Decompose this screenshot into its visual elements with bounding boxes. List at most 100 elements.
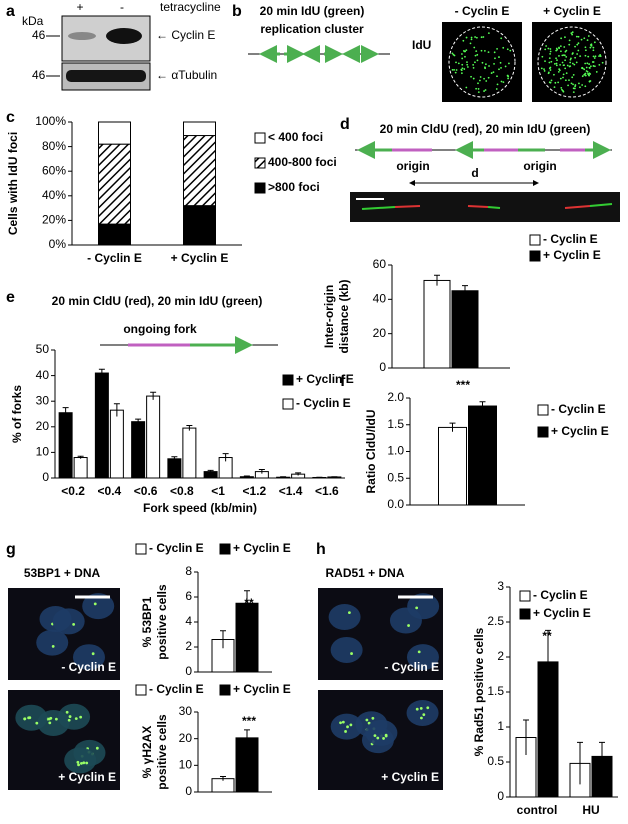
- focus: [498, 68, 500, 71]
- bar: [131, 421, 146, 479]
- focus: [584, 46, 587, 49]
- focus: [569, 61, 572, 64]
- focus: [549, 48, 552, 50]
- y-tick-label: 30: [179, 704, 193, 718]
- focus: [548, 57, 551, 60]
- focus: [568, 79, 570, 82]
- micrograph: [442, 22, 522, 102]
- x-tick-label: <1.6: [315, 484, 339, 498]
- legend-swatch: [529, 234, 541, 246]
- focus: [457, 62, 460, 65]
- panel-label: f: [340, 373, 346, 390]
- blot-band: [66, 70, 146, 82]
- focus: [454, 71, 457, 74]
- x-tick-label: <0.8: [170, 484, 194, 498]
- focus: [587, 73, 590, 76]
- nucleus: [365, 719, 398, 746]
- panel-label: d: [340, 116, 350, 133]
- y-tick-label: 0.5: [487, 754, 504, 768]
- focus: [477, 82, 479, 85]
- focus: [493, 62, 495, 65]
- bar: [73, 457, 88, 479]
- focus: [371, 716, 375, 720]
- y-axis-label: distance (kb): [337, 279, 351, 353]
- error-bar: [280, 476, 287, 478]
- focus: [487, 51, 490, 54]
- focus: [487, 32, 490, 35]
- focus: [550, 60, 553, 63]
- focus: [479, 76, 482, 78]
- focus: [588, 63, 591, 65]
- marker: 46: [32, 68, 46, 82]
- image-label: + Cyclin E: [58, 770, 116, 784]
- focus: [572, 91, 575, 94]
- nucleus: [389, 607, 422, 634]
- focus: [571, 33, 574, 36]
- y-axis-label: Inter-origin: [322, 285, 336, 348]
- focus: [584, 54, 587, 57]
- error-bar: [295, 472, 302, 476]
- y-tick-label: 20: [373, 326, 387, 340]
- y-tick-label: 2: [185, 639, 192, 653]
- focus: [451, 52, 454, 55]
- focus: [95, 746, 99, 750]
- focus: [571, 62, 574, 65]
- focus: [407, 624, 410, 627]
- focus: [574, 56, 577, 59]
- panel-label: h: [316, 541, 326, 558]
- y-tick-label: 40%: [42, 188, 66, 202]
- focus: [93, 602, 97, 606]
- focus: [48, 721, 52, 725]
- origin-label: origin: [523, 159, 556, 173]
- distance-label: d: [471, 166, 478, 180]
- focus: [339, 721, 342, 725]
- panel-label: b: [232, 3, 242, 20]
- legend-swatch: [537, 426, 549, 438]
- nucleus: [72, 644, 105, 671]
- chart: 0 0.5 1 1.5 2 2.5 3 % Rad51 positive cells contr…: [472, 579, 618, 817]
- focus: [587, 35, 590, 37]
- focus: [573, 63, 576, 66]
- channel: IdU: [412, 38, 431, 52]
- focus: [51, 644, 55, 648]
- legend-label: - Cyclin E: [533, 588, 588, 602]
- focus: [467, 66, 469, 68]
- y-tick-label: 30: [36, 393, 50, 407]
- y-tick-label: 0.0: [387, 497, 404, 511]
- legend-label: - Cyclin E: [149, 541, 204, 555]
- error-bar: [577, 741, 583, 785]
- focus: [472, 63, 475, 66]
- focus: [466, 63, 469, 66]
- focus: [487, 76, 490, 79]
- focus: [580, 38, 583, 41]
- error-bar: [98, 368, 105, 377]
- focus: [553, 62, 556, 65]
- chart: 0 10 20 30 % γH2AX positive cells - Cyclin E + …: [135, 682, 291, 798]
- focus: [564, 36, 566, 39]
- y-axis-label: % of forks: [10, 385, 24, 443]
- focus: [548, 61, 551, 64]
- focus: [562, 90, 565, 93]
- panel-label: g: [6, 541, 16, 558]
- focus: [554, 81, 557, 84]
- image-label: - Cyclin E: [61, 660, 116, 674]
- focus: [451, 68, 454, 71]
- focus: [382, 737, 385, 740]
- legend-swatch: [537, 404, 549, 416]
- focus: [586, 62, 589, 65]
- treatment: tetracycline: [160, 0, 221, 14]
- error-bar: [186, 425, 193, 431]
- fork-label: ongoing fork: [123, 322, 197, 336]
- blot-band: [68, 32, 96, 40]
- focus: [556, 59, 558, 62]
- focus: [584, 49, 587, 52]
- y-tick-label: 2.5: [487, 614, 504, 628]
- legend-swatch: [219, 543, 231, 555]
- error-bar: [244, 729, 250, 746]
- nucleus: [64, 747, 97, 774]
- y-tick-label: 20%: [42, 213, 66, 227]
- legend-label: >800 foci: [268, 180, 320, 194]
- legend-swatch: [282, 398, 294, 410]
- band-label: ← Cyclin E: [156, 28, 215, 42]
- y-tick-label: 60: [373, 257, 387, 271]
